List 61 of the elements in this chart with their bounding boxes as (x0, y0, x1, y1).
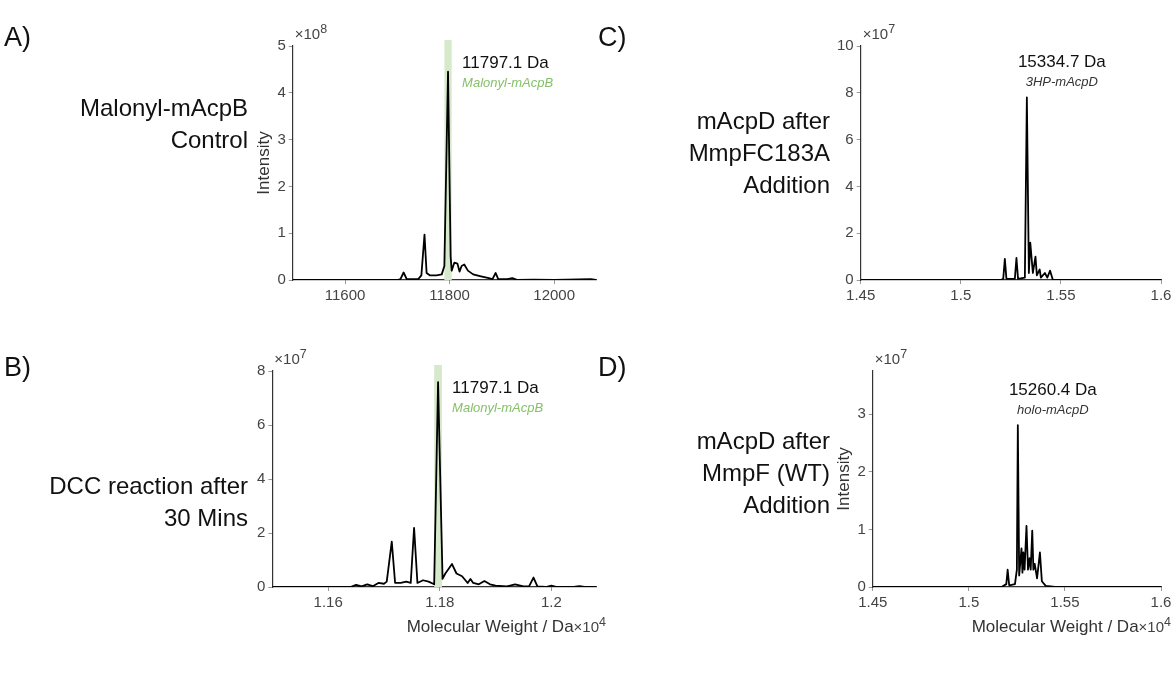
x-tick-label: 1.45 (858, 593, 888, 611)
y-tick-label: 2 (277, 176, 286, 194)
annotation: 15260.4 Da (1008, 380, 1098, 400)
text: ×10$^{8}$ (294, 22, 328, 42)
x-tick-label: 1.55 (1046, 286, 1076, 304)
y-tick-label: 0 (277, 270, 286, 288)
annotation: 11797.1 Da (462, 53, 550, 72)
annotation: 11797.1 Da (452, 378, 540, 397)
y-tick-label: 0 (857, 577, 866, 595)
x-axis-title: Molecular Weight / Da (971, 617, 1139, 636)
x-tick-label: 1.55 (1050, 593, 1080, 611)
y-tick-label: 2 (845, 223, 854, 241)
y-tick-label: 2 (257, 523, 266, 541)
annotation: Malonyl-mAcpB (452, 400, 544, 415)
annotation: holo-mAcpD (1017, 402, 1089, 418)
text: Malonyl-mAcpB Control (78, 93, 248, 155)
y-tick-label: 1 (857, 519, 866, 537)
y-tick-label: 1 (277, 223, 286, 241)
x-tick-label: 1.5 (958, 593, 980, 611)
x-tick-label: 1.18 (425, 593, 455, 611)
y-tick-label: 10 (837, 36, 854, 54)
text: B) (4, 352, 31, 383)
text: ×10$^{7}$ (274, 347, 307, 367)
y-axis-title: Intensity (833, 446, 853, 511)
x-tick-label: 12000 (533, 286, 576, 304)
text: DCC reaction after 30 Mins (48, 471, 248, 533)
y-tick-label: 4 (277, 82, 286, 100)
y-tick-label: 3 (857, 404, 866, 422)
y-tick-label: 8 (257, 361, 266, 379)
y-tick-label: 2 (857, 461, 866, 479)
text: mAcpD after MmpF (WT) Addition (695, 426, 830, 520)
y-tick-label: 4 (845, 176, 854, 194)
text: A) (4, 22, 31, 53)
y-tick-label: 0 (257, 577, 266, 595)
y-tick-label: 4 (257, 469, 266, 487)
text: ×10$^{7}$ (862, 22, 896, 42)
annotation: Malonyl-mAcpB (462, 75, 554, 90)
y-tick-label: 8 (845, 82, 854, 100)
text: C) (598, 22, 627, 53)
text: D) (598, 352, 627, 383)
x-tick-label: 1.6 (1150, 593, 1172, 611)
x-axis-title: Molecular Weight / Da (406, 617, 574, 636)
y-tick-label: 6 (257, 415, 266, 433)
x-tick-label: 11600 (324, 286, 366, 304)
y-axis-title: Intensity (253, 130, 273, 195)
text: ×10$^{4}$ (1138, 615, 1171, 635)
x-tick-label: 1.6 (1150, 286, 1172, 304)
x-tick-label: 1.2 (540, 593, 562, 611)
x-tick-label: 1.5 (950, 286, 972, 304)
y-tick-label: 3 (277, 129, 286, 147)
y-tick-label: 0 (845, 270, 854, 288)
annotation: 3HP-mAcpD (1025, 74, 1098, 90)
y-tick-label: 5 (277, 36, 286, 54)
text: ×10$^{4}$ (573, 615, 606, 635)
x-tick-label: 1.45 (846, 286, 876, 304)
y-tick-label: 6 (845, 129, 854, 147)
text: ×10$^{7}$ (874, 347, 908, 367)
x-tick-label: 11800 (429, 286, 470, 304)
text: mAcpD after MmpFC183A Addition (687, 106, 830, 200)
x-tick-label: 1.16 (313, 593, 343, 611)
annotation: 15334.7 Da (1017, 52, 1107, 72)
